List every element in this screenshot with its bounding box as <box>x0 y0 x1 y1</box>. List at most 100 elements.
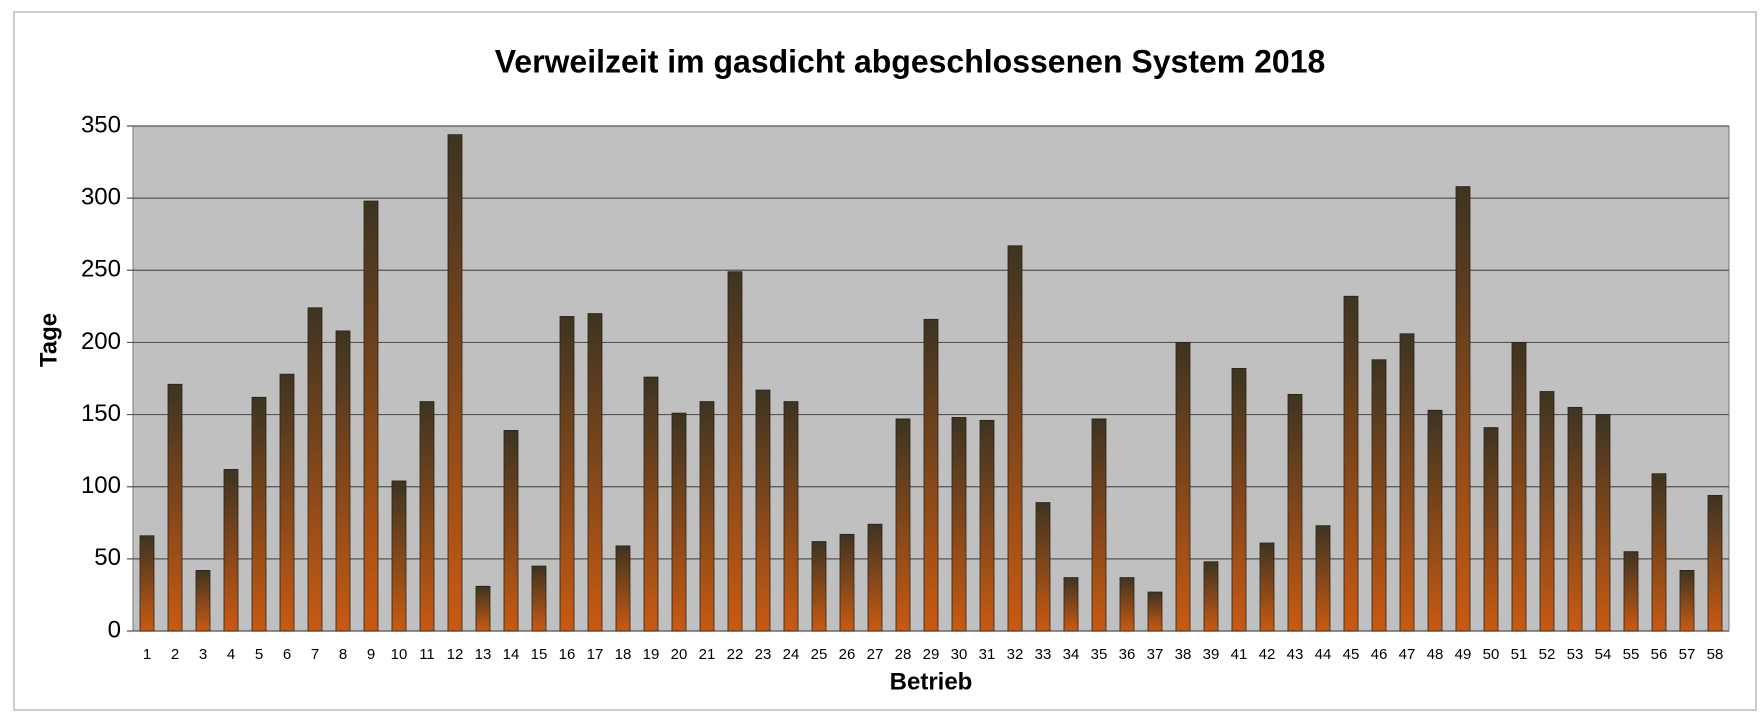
x-tick-label: 10 <box>391 646 408 663</box>
x-tick-label: 21 <box>699 646 716 663</box>
bar <box>1259 542 1275 632</box>
x-tick-label: 56 <box>1651 646 1668 663</box>
x-tick-label: 48 <box>1427 646 1444 663</box>
bar <box>503 430 519 632</box>
bar <box>1595 414 1611 632</box>
bar <box>447 134 463 632</box>
x-tick-label: 47 <box>1399 646 1416 663</box>
bar <box>475 585 491 632</box>
bar <box>167 383 183 632</box>
x-tick-label: 16 <box>559 646 576 663</box>
x-tick-label: 17 <box>587 646 604 663</box>
bar <box>951 417 967 632</box>
x-tick-label: 26 <box>839 646 856 663</box>
x-tick-label: 55 <box>1623 646 1640 663</box>
bar <box>1035 502 1051 632</box>
x-tick-label: 28 <box>895 646 912 663</box>
x-tick-label: 51 <box>1511 646 1528 663</box>
bar <box>1539 391 1555 632</box>
bar <box>1119 577 1135 632</box>
bar <box>1455 186 1471 632</box>
x-axis-label: Betrieb <box>890 668 973 695</box>
x-tick-label: 53 <box>1567 646 1584 663</box>
bar <box>979 419 995 632</box>
bar <box>811 541 827 632</box>
bar <box>1371 359 1387 632</box>
y-tick-label: 200 <box>81 328 121 355</box>
bar <box>559 316 575 632</box>
y-tick-label: 250 <box>81 256 121 283</box>
bar <box>307 307 323 632</box>
bar <box>363 200 379 632</box>
bar <box>1679 570 1695 632</box>
x-tick-label: 42 <box>1259 646 1276 663</box>
y-axis-label: Tage <box>35 313 62 367</box>
x-tick-label: 39 <box>1203 646 1220 663</box>
bar <box>1399 333 1415 632</box>
bar <box>1427 409 1443 632</box>
x-tick-label: 58 <box>1707 646 1724 663</box>
x-tick-label: 22 <box>727 646 744 663</box>
x-tick-label: 18 <box>615 646 632 663</box>
x-tick-label: 13 <box>475 646 492 663</box>
x-tick-label: 31 <box>979 646 996 663</box>
bar <box>839 533 855 632</box>
bar <box>1147 591 1163 632</box>
x-tick-label: 15 <box>531 646 548 663</box>
x-tick-label: 19 <box>643 646 660 663</box>
x-tick-label: 14 <box>503 646 520 663</box>
bar <box>1287 393 1303 632</box>
x-tick-label: 50 <box>1483 646 1500 663</box>
y-tick-label: 100 <box>81 472 121 499</box>
bar <box>1063 577 1079 632</box>
x-tick-label: 49 <box>1455 646 1472 663</box>
bar <box>223 468 239 632</box>
x-tick-label: 3 <box>199 646 207 663</box>
x-tick-label: 8 <box>339 646 347 663</box>
x-tick-label: 4 <box>227 646 235 663</box>
bar <box>895 418 911 632</box>
x-tick-label: 43 <box>1287 646 1304 663</box>
x-tick-label: 9 <box>367 646 375 663</box>
x-tick-label: 45 <box>1343 646 1360 663</box>
bar <box>1623 551 1639 632</box>
bar <box>251 396 267 632</box>
bar <box>1007 245 1023 632</box>
bar <box>1231 367 1247 632</box>
bar <box>1203 561 1219 632</box>
y-tick-label: 350 <box>81 111 121 138</box>
bar <box>727 271 743 632</box>
bar <box>391 480 407 632</box>
bar <box>335 330 351 632</box>
x-tick-label: 41 <box>1231 646 1248 663</box>
x-tick-label: 30 <box>951 646 968 663</box>
x-tick-label: 2 <box>171 646 179 663</box>
bar <box>643 376 659 632</box>
x-tick-label: 44 <box>1315 646 1332 663</box>
bar <box>867 523 883 632</box>
x-tick-label: 11 <box>419 646 435 663</box>
x-tick-label: 36 <box>1119 646 1136 663</box>
bar <box>279 373 295 632</box>
bar <box>671 412 687 632</box>
bar <box>1567 406 1583 632</box>
x-tick-label: 35 <box>1091 646 1108 663</box>
bar <box>615 545 631 632</box>
bar <box>419 401 435 632</box>
bar <box>139 535 155 632</box>
bar <box>1483 427 1499 632</box>
x-tick-label: 54 <box>1595 646 1612 663</box>
bar <box>1651 473 1667 632</box>
x-tick-label: 1 <box>143 646 151 663</box>
bar <box>783 401 799 632</box>
x-tick-label: 34 <box>1063 646 1080 663</box>
bar <box>1707 494 1723 632</box>
x-tick-label: 6 <box>283 646 291 663</box>
bar <box>195 570 211 632</box>
y-tick-label: 300 <box>81 183 121 210</box>
bar <box>923 318 939 632</box>
x-tick-label: 24 <box>783 646 800 663</box>
x-tick-label: 57 <box>1679 646 1696 663</box>
x-tick-label: 12 <box>447 646 464 663</box>
